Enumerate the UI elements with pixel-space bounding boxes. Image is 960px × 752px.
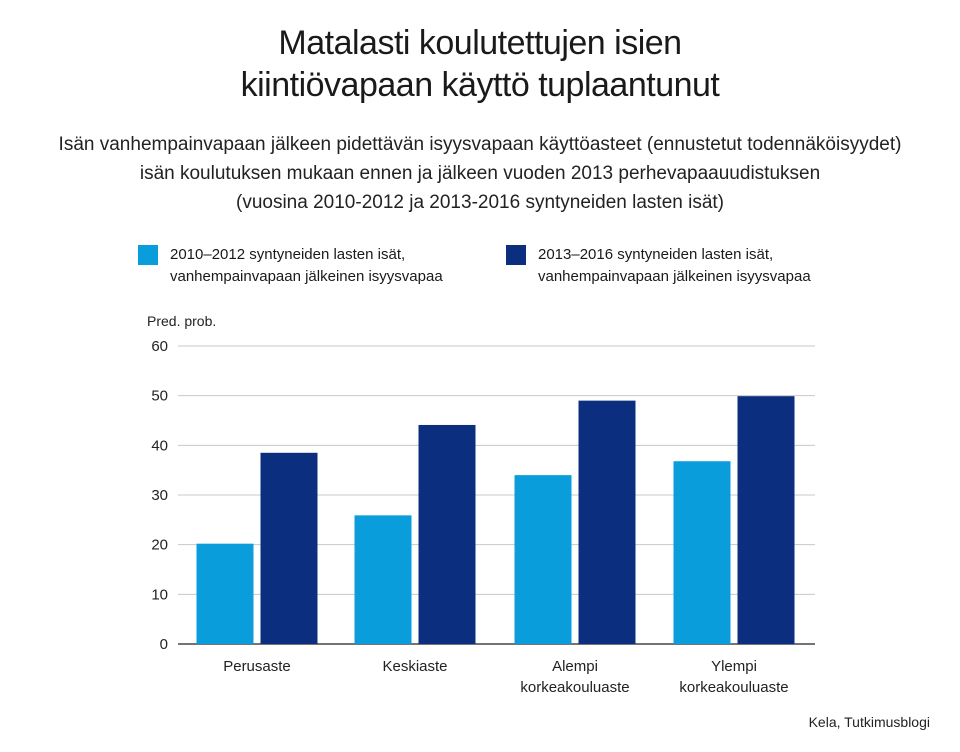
bar-series-1-4 bbox=[673, 461, 731, 644]
legend-label-series-1-line-1: 2010–2012 syntyneiden lasten isät, bbox=[170, 246, 406, 263]
y-tick-label-20: 20 bbox=[151, 537, 168, 554]
y-axis-label: Pred. prob. bbox=[147, 313, 216, 329]
x-category-label-4-line-2: korkeakouluaste bbox=[679, 679, 788, 696]
chart-subtitle-line-1: Isän vanhempainvapaan jälkeen pidettävän… bbox=[58, 134, 902, 155]
y-tick-label-50: 50 bbox=[151, 388, 168, 405]
chart-title: Matalasti koulutettujen isien kiintiövap… bbox=[0, 22, 960, 106]
y-tick-label-30: 30 bbox=[151, 487, 168, 504]
legend-item-series-1: 2010–2012 syntyneiden lasten isät, vanhe… bbox=[138, 244, 443, 288]
bar-series-2-1 bbox=[260, 452, 318, 644]
y-tick-label-60: 60 bbox=[151, 338, 168, 355]
source-note: Kela, Tutkimusblogi bbox=[808, 714, 930, 730]
x-category-label-1: Perusaste bbox=[223, 658, 291, 675]
chart-title-line-1: Matalasti koulutettujen isien bbox=[278, 24, 682, 62]
bar-series-2-3 bbox=[578, 400, 636, 644]
bar-series-2-4 bbox=[737, 396, 795, 644]
legend-label-series-2-line-2: vanhempainvapaan jälkeinen isyysvapaa bbox=[538, 268, 811, 285]
legend-label-series-2-line-1: 2013–2016 syntyneiden lasten isät, bbox=[538, 246, 774, 263]
chart-subtitle-line-2: isän koulutuksen mukaan ennen ja jälkeen… bbox=[139, 163, 821, 184]
bar-series-1-3 bbox=[514, 475, 572, 644]
bar-series-2-2 bbox=[418, 424, 476, 644]
y-tick-label-0: 0 bbox=[160, 636, 168, 653]
bar-chart: Pred. prob. 0 10 20 30 40 50 60 Perusaste Keskias… bbox=[147, 313, 815, 696]
chart-subtitle: Isän vanhempainvapaan jälkeen pidettävän… bbox=[0, 130, 960, 217]
x-category-label-3-line-2: korkeakouluaste bbox=[520, 679, 629, 696]
legend-swatch-series-2 bbox=[506, 245, 526, 265]
legend-label-series-1: 2010–2012 syntyneiden lasten isät, vanhe… bbox=[170, 244, 443, 288]
x-category-label-2: Keskiaste bbox=[382, 658, 447, 675]
bar-series-1-1 bbox=[196, 543, 254, 644]
bar-series-1-2 bbox=[354, 515, 412, 644]
legend-label-series-2: 2013–2016 syntyneiden lasten isät, vanhe… bbox=[538, 244, 811, 288]
y-tick-label-40: 40 bbox=[151, 437, 168, 454]
legend-swatch-series-1 bbox=[138, 245, 158, 265]
chart-title-line-2: kiintiövapaan käyttö tuplaantunut bbox=[240, 66, 720, 104]
chart-subtitle-line-3: (vuosina 2010-2012 ja 2013-2016 syntynei… bbox=[236, 192, 724, 213]
y-tick-label-10: 10 bbox=[151, 586, 168, 603]
x-category-label-3-line-1: Alempi bbox=[552, 658, 598, 675]
legend-label-series-1-line-2: vanhempainvapaan jälkeinen isyysvapaa bbox=[170, 268, 443, 285]
x-category-label-4-line-1: Ylempi bbox=[711, 658, 757, 675]
legend-item-series-2: 2013–2016 syntyneiden lasten isät, vanhe… bbox=[506, 244, 811, 288]
